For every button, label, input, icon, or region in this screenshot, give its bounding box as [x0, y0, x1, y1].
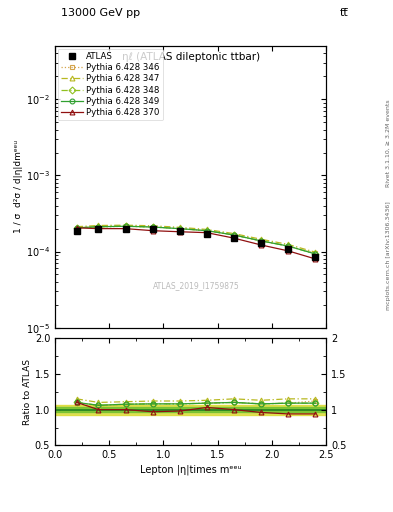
Pythia 6.428 370: [150, 228, 155, 234]
Pythia 6.428 347: [123, 222, 128, 228]
Bar: [55, 404, 326, 415]
Pythia 6.428 370: [123, 226, 128, 232]
Pythia 6.428 348: [177, 226, 182, 232]
Pythia 6.428 346: [313, 250, 318, 257]
ATLAS: [177, 228, 182, 234]
Pythia 6.428 349: [313, 251, 318, 257]
Bar: [55, 408, 326, 412]
Text: Rivet 3.1.10, ≥ 3.2M events: Rivet 3.1.10, ≥ 3.2M events: [386, 99, 391, 187]
Line: ATLAS: ATLAS: [74, 226, 318, 260]
Pythia 6.428 370: [231, 235, 236, 241]
Pythia 6.428 349: [231, 232, 236, 238]
Pythia 6.428 347: [286, 241, 290, 247]
Pythia 6.428 370: [96, 226, 101, 232]
Pythia 6.428 347: [74, 224, 79, 230]
Pythia 6.428 347: [150, 223, 155, 229]
ATLAS: [204, 230, 209, 237]
Pythia 6.428 346: [259, 238, 263, 244]
ATLAS: [313, 254, 318, 260]
Pythia 6.428 370: [259, 242, 263, 248]
Line: Pythia 6.428 347: Pythia 6.428 347: [74, 223, 318, 254]
Legend: ATLAS, Pythia 6.428 346, Pythia 6.428 347, Pythia 6.428 348, Pythia 6.428 349, P: ATLAS, Pythia 6.428 346, Pythia 6.428 34…: [58, 49, 163, 120]
Pythia 6.428 346: [231, 232, 236, 238]
Pythia 6.428 349: [286, 243, 290, 249]
Pythia 6.428 349: [204, 228, 209, 234]
Pythia 6.428 347: [177, 224, 182, 230]
Text: ηℓ (ATLAS dileptonic ttbar): ηℓ (ATLAS dileptonic ttbar): [121, 52, 260, 62]
Pythia 6.428 349: [150, 224, 155, 230]
Pythia 6.428 348: [313, 251, 318, 257]
Pythia 6.428 370: [286, 248, 290, 254]
Pythia 6.428 349: [74, 225, 79, 231]
Pythia 6.428 348: [150, 224, 155, 230]
Pythia 6.428 346: [74, 225, 79, 231]
Text: tt̅: tt̅: [340, 8, 348, 18]
Pythia 6.428 349: [123, 223, 128, 229]
Pythia 6.428 347: [313, 249, 318, 255]
Line: Pythia 6.428 349: Pythia 6.428 349: [74, 224, 318, 257]
ATLAS: [123, 226, 128, 232]
Pythia 6.428 348: [204, 228, 209, 234]
ATLAS: [96, 226, 101, 232]
ATLAS: [259, 240, 263, 246]
Pythia 6.428 370: [204, 229, 209, 236]
ATLAS: [286, 246, 290, 252]
Pythia 6.428 348: [231, 232, 236, 238]
Line: Pythia 6.428 370: Pythia 6.428 370: [74, 225, 318, 261]
Line: Pythia 6.428 348: Pythia 6.428 348: [74, 224, 318, 257]
Pythia 6.428 348: [123, 223, 128, 229]
Pythia 6.428 347: [96, 222, 101, 228]
ATLAS: [74, 228, 79, 234]
Y-axis label: 1 / σ  d²σ / d|η|dmᵉᵉᵘ: 1 / σ d²σ / d|η|dmᵉᵉᵘ: [14, 140, 23, 233]
Pythia 6.428 347: [231, 230, 236, 237]
Pythia 6.428 347: [259, 236, 263, 242]
Pythia 6.428 348: [74, 225, 79, 231]
Pythia 6.428 347: [204, 226, 209, 232]
Text: 13000 GeV pp: 13000 GeV pp: [61, 8, 140, 18]
Pythia 6.428 346: [150, 224, 155, 230]
Pythia 6.428 346: [123, 223, 128, 229]
ATLAS: [150, 226, 155, 232]
Y-axis label: Ratio to ATLAS: Ratio to ATLAS: [23, 359, 32, 424]
Pythia 6.428 348: [96, 224, 101, 230]
Pythia 6.428 346: [204, 228, 209, 234]
Pythia 6.428 348: [286, 243, 290, 249]
Pythia 6.428 370: [74, 225, 79, 231]
Text: mcplots.cern.ch [arXiv:1306.3436]: mcplots.cern.ch [arXiv:1306.3436]: [386, 202, 391, 310]
ATLAS: [231, 235, 236, 241]
Pythia 6.428 370: [313, 256, 318, 262]
Line: Pythia 6.428 346: Pythia 6.428 346: [74, 224, 318, 255]
Text: ATLAS_2019_I1759875: ATLAS_2019_I1759875: [152, 281, 239, 290]
Pythia 6.428 349: [177, 226, 182, 232]
Pythia 6.428 348: [259, 238, 263, 244]
Pythia 6.428 370: [177, 229, 182, 235]
Pythia 6.428 349: [259, 238, 263, 244]
Pythia 6.428 346: [96, 224, 101, 230]
Pythia 6.428 346: [286, 243, 290, 249]
Pythia 6.428 349: [96, 224, 101, 230]
X-axis label: Lepton |η|times mᵉᵉᵘ: Lepton |η|times mᵉᵉᵘ: [140, 464, 241, 475]
Pythia 6.428 346: [177, 226, 182, 232]
